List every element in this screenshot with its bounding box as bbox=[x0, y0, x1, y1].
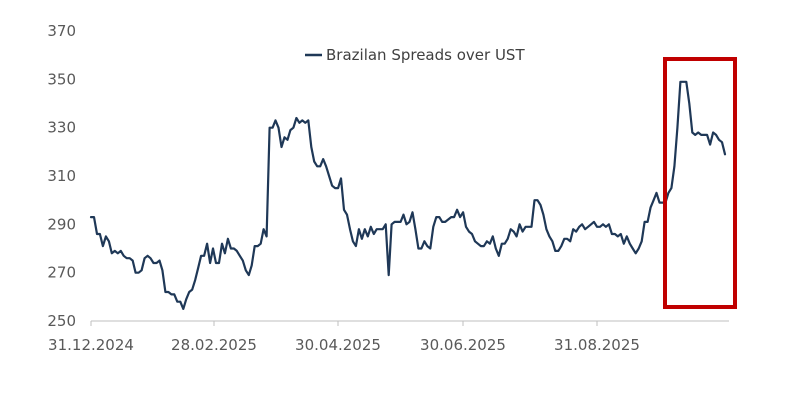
y-tick-label: 270 bbox=[47, 264, 76, 282]
series-line-brazilian-spreads bbox=[89, 80, 727, 310]
y-tick-label: 310 bbox=[47, 167, 76, 185]
highlight-box bbox=[663, 57, 737, 309]
y-axis-ticks: 250 270 290 310 330 350 370 bbox=[47, 22, 76, 330]
y-tick-label: 290 bbox=[47, 215, 76, 233]
x-tick-label: 31.12.2024 bbox=[48, 336, 134, 354]
legend-label: Brazilan Spreads over UST bbox=[326, 46, 525, 64]
plot-area bbox=[89, 80, 727, 310]
y-tick-label: 250 bbox=[47, 312, 76, 330]
highlight-box-group bbox=[663, 57, 737, 309]
x-tick-label: 28.02.2025 bbox=[171, 336, 257, 354]
legend: Brazilan Spreads over UST bbox=[305, 46, 525, 64]
x-axis: 31.12.2024 28.02.2025 30.04.2025 30.06.2025… bbox=[48, 320, 729, 354]
y-tick-label: 330 bbox=[47, 119, 76, 137]
x-tick-label: 30.06.2025 bbox=[420, 336, 506, 354]
x-tick-label: 30.04.2025 bbox=[295, 336, 381, 354]
x-tick-label: 31.08.2025 bbox=[554, 336, 640, 354]
y-tick-label: 350 bbox=[47, 70, 76, 88]
y-tick-label: 370 bbox=[47, 22, 76, 40]
